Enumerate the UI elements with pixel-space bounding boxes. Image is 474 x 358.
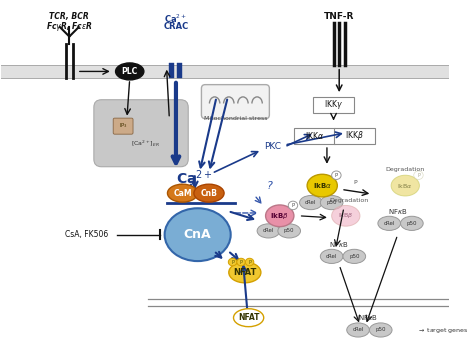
Text: CRAC: CRAC	[164, 22, 189, 32]
Ellipse shape	[194, 184, 224, 202]
Text: Ca$^{2+}$: Ca$^{2+}$	[176, 169, 213, 187]
Text: P: P	[240, 260, 243, 265]
Ellipse shape	[347, 323, 369, 337]
Ellipse shape	[257, 224, 280, 238]
Ellipse shape	[320, 249, 343, 263]
Ellipse shape	[332, 205, 360, 226]
Text: CnA: CnA	[184, 228, 211, 241]
Text: P: P	[248, 260, 251, 265]
Text: CnB: CnB	[201, 189, 218, 198]
Text: P: P	[354, 180, 357, 185]
Text: p50: p50	[407, 221, 417, 226]
Text: PLC: PLC	[122, 67, 138, 76]
Ellipse shape	[228, 258, 237, 266]
Text: cRel: cRel	[326, 254, 337, 259]
Text: IKK$\beta$: IKK$\beta$	[345, 129, 364, 142]
Text: Ca$^{2+}$: Ca$^{2+}$	[164, 13, 188, 25]
Ellipse shape	[378, 216, 401, 231]
Ellipse shape	[167, 184, 198, 202]
Text: cRel: cRel	[263, 228, 274, 233]
Text: IP$_3$: IP$_3$	[118, 121, 128, 130]
Text: NF$\kappa$B: NF$\kappa$B	[329, 240, 349, 248]
Ellipse shape	[164, 208, 231, 261]
Text: IkB$\beta$: IkB$\beta$	[270, 211, 289, 221]
Bar	[169, 63, 174, 78]
Text: P: P	[292, 203, 294, 208]
Text: IkB$\alpha$: IkB$\alpha$	[397, 182, 413, 190]
Text: p50: p50	[349, 254, 360, 259]
Text: ?: ?	[266, 180, 272, 190]
Text: NF$\kappa$B: NF$\kappa$B	[358, 313, 377, 322]
Text: p50: p50	[284, 228, 294, 233]
Ellipse shape	[300, 195, 322, 210]
FancyBboxPatch shape	[201, 84, 269, 118]
Text: cRel: cRel	[352, 328, 364, 333]
Ellipse shape	[343, 249, 365, 263]
Text: cRel: cRel	[305, 200, 317, 205]
Text: NFAT: NFAT	[238, 313, 259, 322]
Ellipse shape	[237, 258, 246, 266]
Text: NFAT: NFAT	[233, 268, 256, 277]
Ellipse shape	[320, 195, 343, 210]
Text: Degradation: Degradation	[329, 198, 368, 203]
Bar	[1, 65, 449, 78]
Ellipse shape	[246, 258, 254, 266]
Ellipse shape	[116, 63, 144, 80]
Ellipse shape	[278, 224, 301, 238]
Text: TNF-R: TNF-R	[324, 12, 355, 21]
FancyBboxPatch shape	[113, 118, 133, 134]
Bar	[177, 63, 182, 78]
Ellipse shape	[288, 201, 298, 210]
Ellipse shape	[332, 171, 341, 179]
FancyBboxPatch shape	[94, 100, 188, 167]
Text: cRel: cRel	[383, 221, 395, 226]
Ellipse shape	[369, 323, 392, 337]
Ellipse shape	[234, 309, 264, 327]
Text: CaM: CaM	[173, 189, 192, 198]
FancyBboxPatch shape	[313, 97, 354, 113]
Ellipse shape	[265, 205, 294, 227]
Text: IkB$\beta$: IkB$\beta$	[338, 211, 354, 220]
Text: NF$\kappa$B: NF$\kappa$B	[388, 207, 408, 216]
Text: IKK$\alpha$: IKK$\alpha$	[305, 130, 324, 141]
Text: P: P	[335, 173, 338, 178]
Text: $\rightarrow$ target genes: $\rightarrow$ target genes	[417, 326, 468, 335]
Text: P: P	[231, 260, 234, 265]
Text: [Ca$^{2+}$]$_{ER}$: [Ca$^{2+}$]$_{ER}$	[131, 139, 160, 149]
Ellipse shape	[391, 175, 419, 196]
FancyBboxPatch shape	[294, 128, 336, 144]
Text: Fc$\gamma$R, Fc$\epsilon$R: Fc$\gamma$R, Fc$\epsilon$R	[46, 20, 93, 33]
Ellipse shape	[401, 216, 423, 231]
Text: IkB$\alpha$: IkB$\alpha$	[313, 181, 332, 190]
Text: IKK$\gamma$: IKK$\gamma$	[324, 98, 343, 111]
Ellipse shape	[414, 171, 423, 179]
Ellipse shape	[307, 174, 337, 197]
Text: Degradation: Degradation	[386, 167, 425, 172]
Text: Mitochondrial stress: Mitochondrial stress	[204, 116, 267, 121]
Text: CsA, FK506: CsA, FK506	[64, 230, 108, 239]
Text: PKC: PKC	[264, 142, 281, 151]
FancyBboxPatch shape	[334, 128, 375, 144]
Ellipse shape	[229, 262, 261, 283]
Text: TCR, BCR: TCR, BCR	[49, 12, 89, 21]
Text: P: P	[417, 173, 420, 178]
Text: p50: p50	[327, 200, 337, 205]
Text: p50: p50	[375, 328, 386, 333]
